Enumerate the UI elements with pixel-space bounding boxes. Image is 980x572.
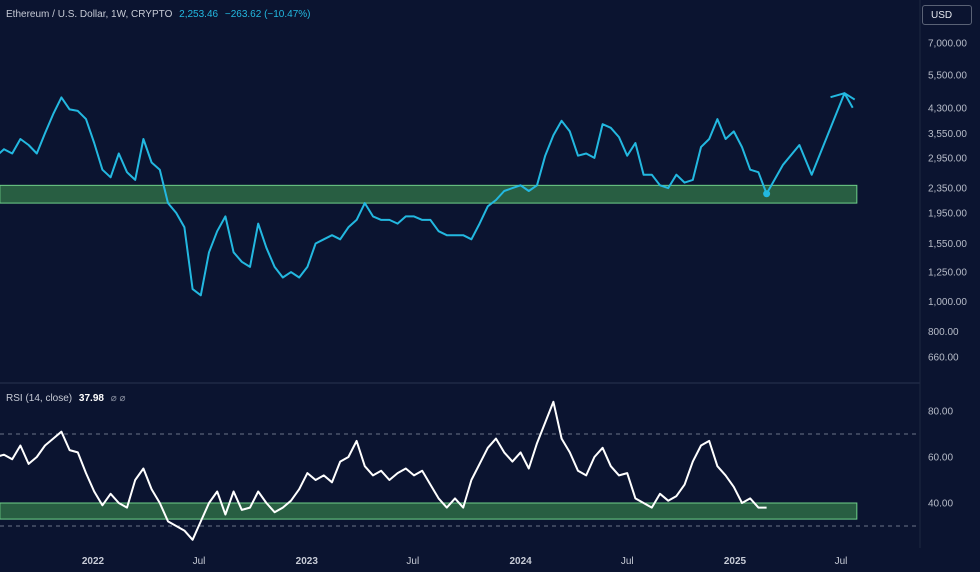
rsi-settings-icons[interactable]: ⌀ ⌀ [110, 393, 126, 404]
rsi-support-zone [0, 502, 858, 520]
rsi-line [0, 400, 767, 541]
price-change: −263.62 (−10.47%) [224, 9, 311, 20]
rsi-label: RSI (14, close) [6, 393, 73, 404]
rsi-tick-label: 80.00 [928, 407, 953, 418]
price-tick-label: 2,950.00 [928, 153, 967, 164]
symbol-title: Ethereum / U.S. Dollar, 1W, CRYPTO [6, 9, 173, 20]
time-tick-label: 2023 [296, 556, 319, 567]
price-tick-label: 800.00 [928, 327, 959, 338]
time-tick-label: Jul [835, 556, 848, 567]
rsi-tick-label: 40.00 [928, 499, 953, 510]
price-support-zone [0, 184, 858, 204]
price-tick-label: 7,000.00 [928, 39, 967, 50]
rsi-tick-label: 60.00 [928, 453, 953, 464]
currency-button[interactable]: USD [922, 5, 972, 25]
time-tick-label: Jul [621, 556, 634, 567]
price-tick-label: 4,300.00 [928, 103, 967, 114]
time-tick-label: 2025 [724, 556, 747, 567]
time-tick-label: 2024 [509, 556, 532, 567]
rsi-pane: 80.00 60.00 40.00 [0, 400, 953, 541]
time-tick-label: Jul [193, 556, 206, 567]
price-tick-label: 3,550.00 [928, 129, 967, 140]
price-tick-label: 1,950.00 [928, 208, 967, 219]
time-tick-label: 2022 [82, 556, 105, 567]
last-price: 2,253.46 [179, 9, 219, 20]
time-tick-label: Jul [406, 556, 419, 567]
price-tick-label: 2,350.00 [928, 184, 967, 195]
price-tick-label: 5,500.00 [928, 71, 967, 82]
price-line [0, 92, 854, 297]
rsi-value: 37.98 [78, 393, 104, 404]
price-tick-label: 1,000.00 [928, 297, 967, 308]
price-tick-label: 1,550.00 [928, 239, 967, 250]
price-pane: 7,000.00 5,500.00 4,300.00 3,550.00 2,950.00… [0, 39, 967, 364]
price-tick-label: 1,250.00 [928, 268, 967, 279]
projection-arrow-head [844, 92, 856, 101]
current-price-dot [763, 190, 771, 198]
projection-arrow-head-left [830, 92, 845, 99]
price-tick-label: 660.00 [928, 353, 959, 364]
time-axis: 2022 Jul 2023 Jul 2024 Jul 2025 Jul [82, 556, 848, 567]
rsi-header: RSI (14, close) 37.98 ⌀ ⌀ [6, 393, 126, 404]
chart-header: Ethereum / U.S. Dollar, 1W, CRYPTO 2,253… [6, 9, 310, 20]
